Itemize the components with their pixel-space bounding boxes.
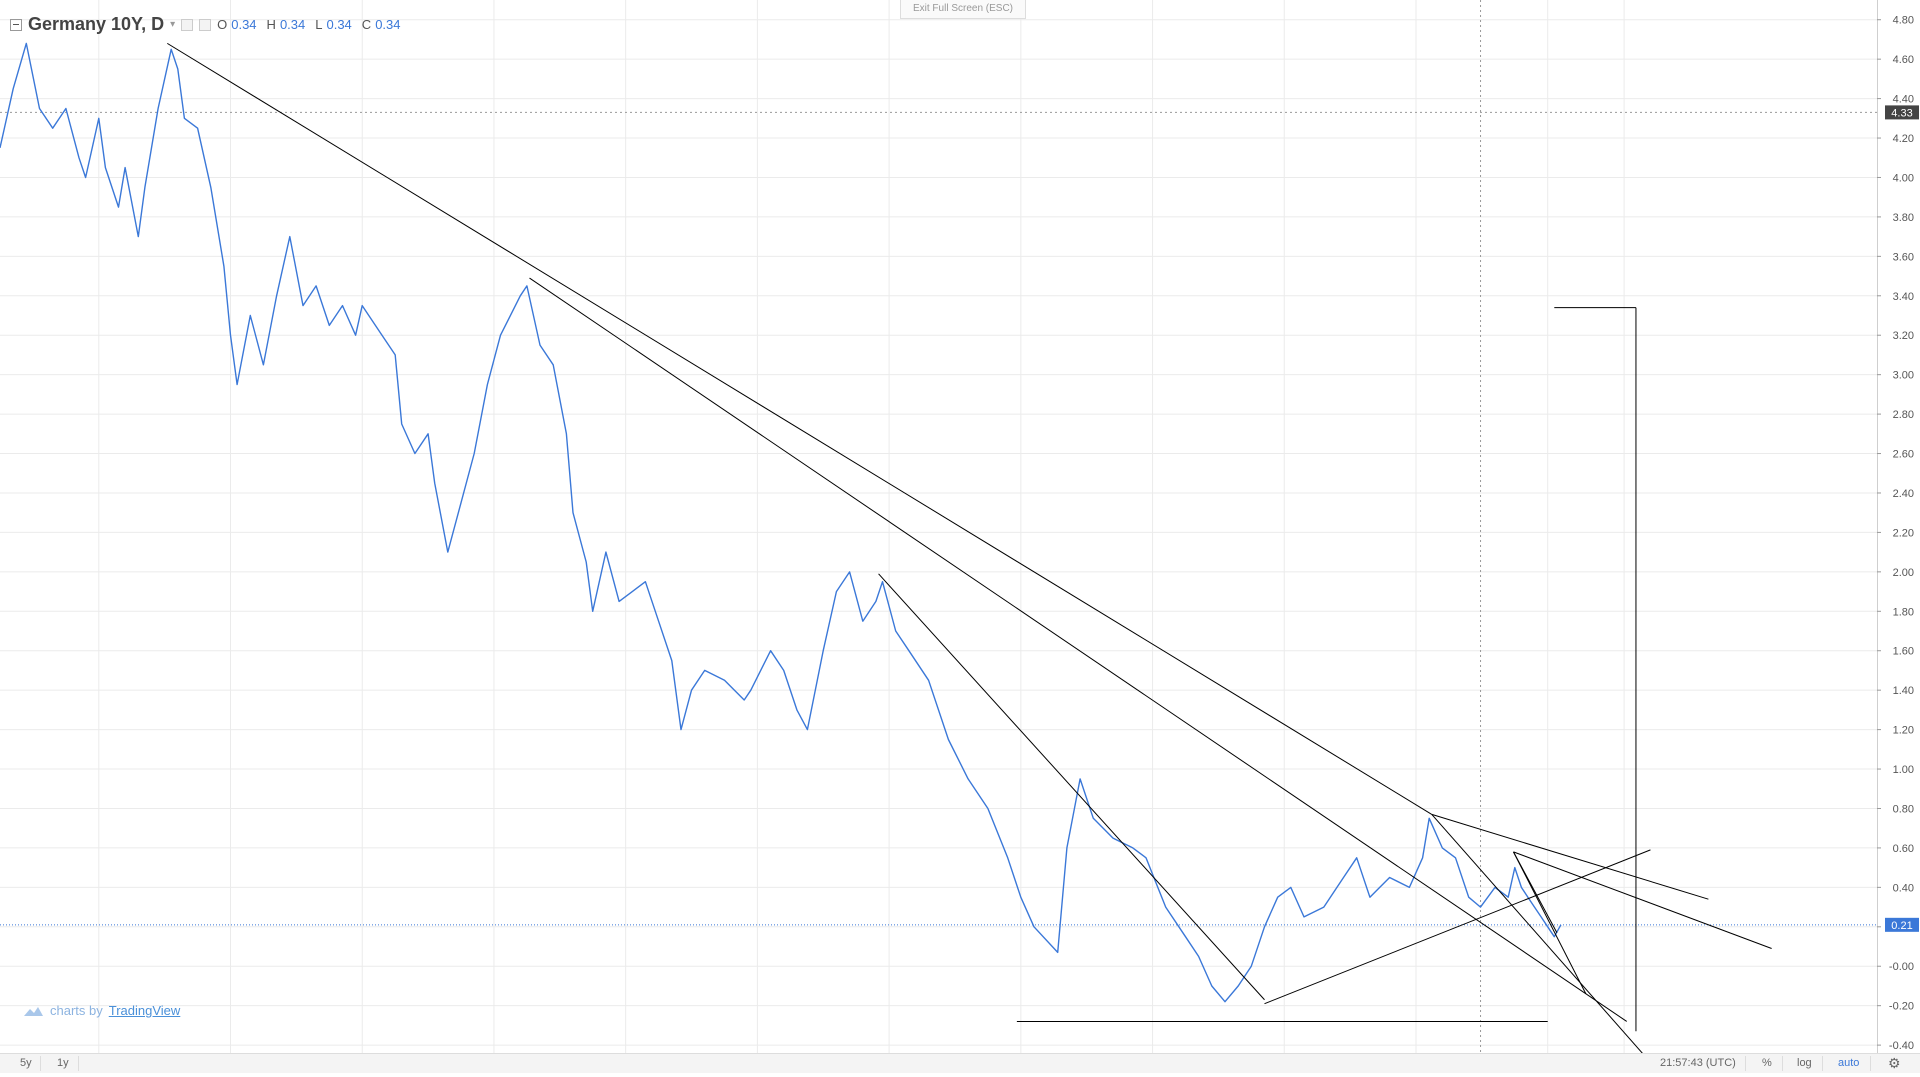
y-tick-label: 2.20 — [1893, 527, 1914, 539]
ohlc-values: O 0.34 H 0.34 L 0.34 C 0.34 — [217, 17, 406, 32]
y-tick-label: 4.00 — [1893, 172, 1914, 184]
symbol-name[interactable]: Germany 10Y, D — [28, 14, 165, 34]
y-tick-label: 2.40 — [1893, 488, 1914, 500]
y-tick-label: 3.60 — [1893, 251, 1914, 263]
y-tick-label: 1.20 — [1893, 725, 1914, 737]
low-label: L — [315, 17, 323, 32]
trendline — [878, 573, 1265, 1001]
y-tick-label: 3.40 — [1893, 291, 1914, 303]
exit-fullscreen-button[interactable]: Exit Full Screen (ESC) — [900, 0, 1026, 19]
series-legend: Germany 10Y, D ▾ O 0.34 H 0.34 L 0.34 C … — [10, 14, 407, 35]
collapse-icon[interactable] — [10, 18, 22, 31]
y-tick-label: 0.40 — [1893, 882, 1914, 894]
trendline — [1431, 814, 1655, 1068]
utc-clock[interactable]: 21:57:43 (UTC) — [1660, 1057, 1736, 1069]
divider — [1870, 1056, 1871, 1071]
watermark-brand-link[interactable]: TradingView — [108, 1003, 181, 1018]
cloud-logo-icon — [24, 1006, 43, 1016]
low-value: 0.34 — [326, 17, 352, 32]
chevron-down-icon[interactable]: ▾ — [170, 19, 176, 30]
bottom-toolbar: 5y 1y 21:57:43 (UTC) % log auto ⚙ — [0, 1053, 1920, 1073]
y-tick-label: 3.80 — [1893, 212, 1914, 224]
divider — [40, 1056, 41, 1071]
log-toggle[interactable]: log — [1797, 1057, 1812, 1069]
watermark-prefix: charts by — [50, 1003, 103, 1018]
y-tick-label: 1.00 — [1893, 764, 1914, 776]
divider — [1745, 1056, 1746, 1071]
auto-scale-toggle[interactable]: auto — [1838, 1057, 1860, 1069]
open-value: 0.34 — [231, 17, 257, 32]
gear-icon[interactable]: ⚙ — [1888, 1055, 1901, 1071]
yield-series-line — [0, 42, 1562, 1003]
crosshair-price-label-bg — [1885, 105, 1919, 120]
tradingview-watermark[interactable]: charts by TradingView — [22, 1003, 180, 1018]
last-price-label: 0.21 — [1891, 920, 1912, 932]
y-tick-label: 1.80 — [1893, 606, 1914, 618]
y-tick-label: 0.60 — [1893, 843, 1914, 855]
high-value: 0.34 — [279, 17, 306, 32]
close-value: 0.34 — [375, 17, 401, 32]
range-1y-button[interactable]: 1y — [57, 1057, 69, 1069]
y-tick-label: 4.20 — [1893, 133, 1914, 145]
y-tick-label: 3.20 — [1893, 330, 1914, 342]
y-tick-label: 1.60 — [1893, 646, 1914, 658]
y-tick-label: 3.00 — [1893, 370, 1914, 382]
last-price-label-bg — [1885, 917, 1919, 932]
crosshair-price-label: 4.33 — [1891, 107, 1912, 119]
settings-icon[interactable] — [181, 18, 194, 31]
trendline — [529, 277, 1628, 1022]
y-tick-label: 1.40 — [1893, 685, 1914, 697]
trendline — [1513, 851, 1587, 995]
open-label: O — [217, 17, 228, 32]
y-tick-label: 2.80 — [1893, 409, 1914, 421]
y-tick-label: 4.60 — [1893, 54, 1914, 66]
y-tick-label: -0.00 — [1889, 961, 1914, 973]
trendline — [1264, 849, 1651, 1005]
y-tick-label: -0.20 — [1889, 1001, 1914, 1013]
range-5y-button[interactable]: 5y — [20, 1057, 32, 1069]
y-tick-label: 2.00 — [1893, 567, 1914, 579]
y-tick-label: -0.40 — [1889, 1040, 1914, 1052]
close-label: C — [361, 17, 372, 32]
y-tick-label: 2.60 — [1893, 449, 1914, 461]
percent-toggle[interactable]: % — [1762, 1057, 1772, 1069]
trendline — [1513, 851, 1772, 949]
divider — [78, 1056, 79, 1071]
divider — [1822, 1056, 1823, 1071]
y-tick-label: 0.80 — [1893, 803, 1914, 815]
trendline — [1431, 813, 1709, 900]
y-tick-label: 4.40 — [1893, 94, 1914, 106]
divider — [1782, 1056, 1783, 1071]
trendline — [167, 42, 1433, 815]
high-label: H — [266, 17, 276, 32]
hide-icon[interactable] — [199, 18, 212, 31]
y-tick-label: 4.80 — [1893, 15, 1914, 27]
